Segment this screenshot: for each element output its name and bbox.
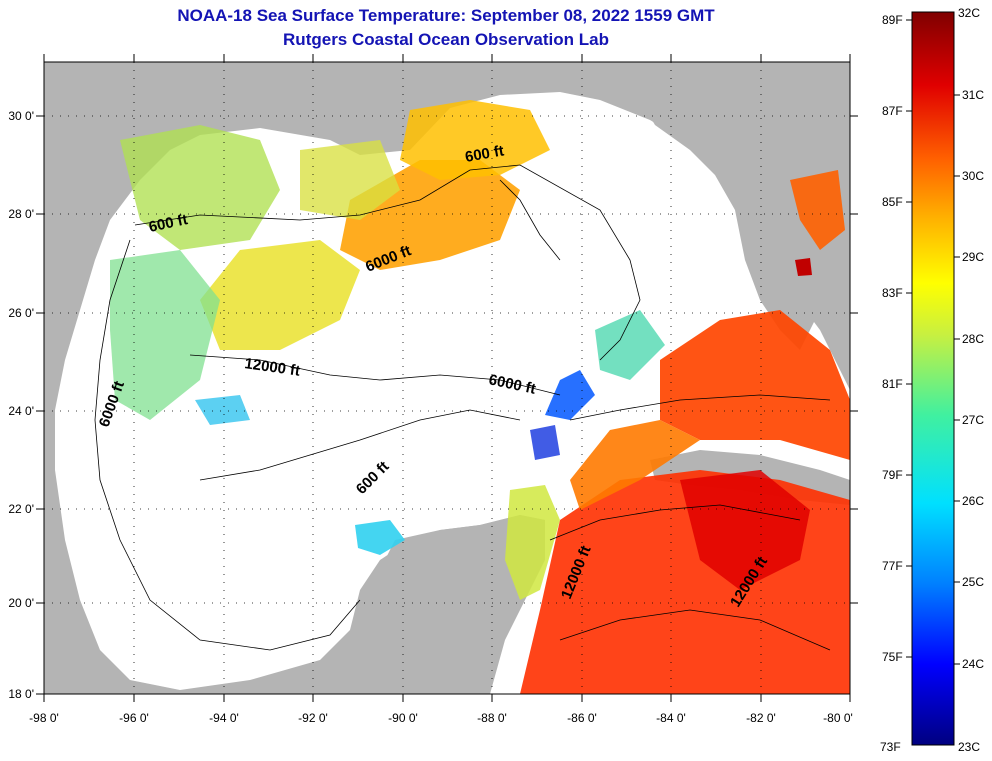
lon-label: -86 0': [567, 711, 597, 725]
map-subtitle: Rutgers Coastal Ocean Observation Lab: [283, 30, 609, 49]
lat-label: 20 0': [8, 596, 34, 610]
colorbar-c-label: 24C: [962, 657, 984, 671]
colorbar-c-label: 29C: [962, 250, 984, 264]
lon-label: -98 0': [29, 711, 59, 725]
depth-label: 600 ft: [464, 142, 506, 166]
lon-label: -92 0': [298, 711, 328, 725]
map-area: 600 ft 600 ft 6000 ft 12000 ft 6000 ft 6…: [44, 62, 850, 694]
lat-label: 18 0': [8, 687, 34, 701]
lon-label: -96 0': [119, 711, 149, 725]
colorbar-c-label: 28C: [962, 332, 984, 346]
colorbar-f-label: 85F: [882, 195, 903, 209]
colorbar-c-label: 25C: [962, 575, 984, 589]
sst-data-layer: [110, 100, 850, 694]
colorbar-gradient: [911, 11, 955, 746]
lon-label: -90 0': [388, 711, 418, 725]
lon-label: -88 0': [477, 711, 507, 725]
axis-ticks: [36, 54, 858, 702]
depth-contours: [94, 164, 831, 651]
map-border: [43, 61, 851, 695]
map-title: NOAA-18 Sea Surface Temperature: Septemb…: [177, 6, 715, 25]
lat-label: 26 0': [8, 306, 34, 320]
lon-label: -82 0': [746, 711, 776, 725]
colorbar-f-label: 83F: [882, 286, 903, 300]
lon-label: -94 0': [209, 711, 239, 725]
colorbar-f-label: 79F: [882, 468, 903, 482]
longitude-labels: -98 0' -96 0' -94 0' -92 0' -90 0' -88 0…: [29, 711, 853, 725]
colorbar-f-label: 73F: [880, 740, 901, 754]
florida-land: [640, 62, 850, 350]
colorbar-f-label: 81F: [882, 377, 903, 391]
colorbar-c-label: 31C: [962, 88, 984, 102]
lat-label: 28 0': [8, 207, 34, 221]
colorbar-c-label: 23C: [958, 740, 980, 754]
lon-label: -80 0': [823, 711, 853, 725]
colorbar-f-label: 87F: [882, 104, 903, 118]
latitude-labels: 30 0' 28 0' 26 0' 24 0' 22 0' 20 0' 18 0…: [8, 109, 34, 701]
colorbar-c-label: 30C: [962, 169, 984, 183]
colorbar-f-label: 89F: [882, 13, 903, 27]
colorbar-c-label: 27C: [962, 413, 984, 427]
lon-label: -84 0': [656, 711, 686, 725]
colorbar-c-label: 32C: [958, 6, 980, 20]
colorbar-c-label: 26C: [962, 494, 984, 508]
lat-label: 24 0': [8, 404, 34, 418]
lat-label: 30 0': [8, 109, 34, 123]
yucatan-land: [355, 515, 545, 694]
colorbar: 89F 87F 85F 83F 81F 79F 77F 75F 73F 32C …: [880, 6, 984, 754]
colorbar-f-label: 77F: [882, 559, 903, 573]
lat-label: 22 0': [8, 502, 34, 516]
colorbar-f-label: 75F: [882, 650, 903, 664]
